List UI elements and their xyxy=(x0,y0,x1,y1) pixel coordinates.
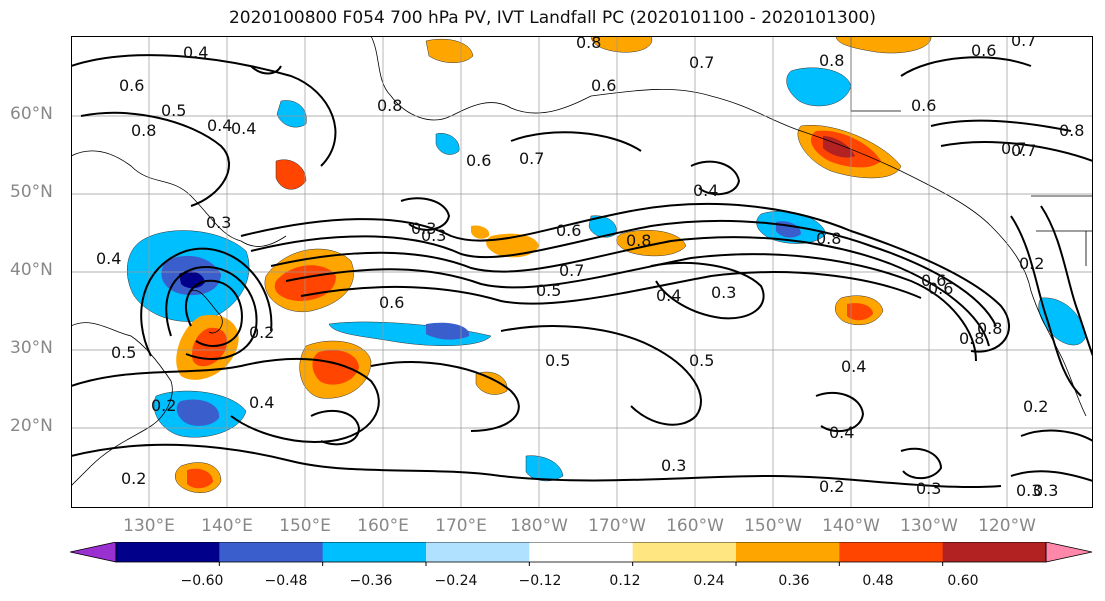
contour-label: 0.2 xyxy=(1019,254,1044,273)
contour-label: 0.5 xyxy=(111,343,136,362)
colorbar xyxy=(70,542,1093,566)
colorbar-segment xyxy=(426,542,530,562)
colorbar-extend-high xyxy=(1045,542,1093,563)
colorbar-segment xyxy=(219,542,324,562)
lon-label: 130°W xyxy=(900,516,958,536)
contour-label-layer: 0.4 0.6 0.8 0.7 0.6 0.8 0.7 0.6 0.7 0.8 … xyxy=(96,36,1084,500)
contour-label: 0.8 xyxy=(819,51,844,70)
colorbar-segment xyxy=(736,542,840,562)
contour-label: 0.4 xyxy=(249,393,274,412)
colorbar-tick-label: 0.12 xyxy=(609,573,641,589)
contour-label: 0.4 xyxy=(207,116,232,135)
colorbar-frame xyxy=(115,542,1047,563)
contour-label: 0.8 xyxy=(626,231,651,250)
colorbar-tick-label: 0.48 xyxy=(862,573,894,589)
colorbar-extend-low xyxy=(70,542,117,563)
contour-label: 0.4 xyxy=(693,181,718,200)
contour-label: 0.6 xyxy=(921,271,946,290)
contour-label: 0.6 xyxy=(556,221,581,240)
colorbar-segment xyxy=(839,542,944,562)
lon-label: 140°W xyxy=(822,516,880,536)
contour-label: 0.4 xyxy=(656,286,681,305)
lon-label: 150°E xyxy=(279,516,331,536)
contour-label: 0.6 xyxy=(119,76,144,95)
colorbar-segment xyxy=(116,542,220,562)
colorbar-tick-label: −0.48 xyxy=(264,573,308,589)
contour-label: 0.8 xyxy=(576,36,601,52)
contour-label: 0.2 xyxy=(819,477,844,496)
lon-label: 170°E xyxy=(435,516,487,536)
colorbar-tick-label: −0.36 xyxy=(349,573,393,589)
map-title: 2020100800 F054 700 hPa PV, IVT Landfall… xyxy=(228,8,876,28)
contour-label: 0.3 xyxy=(1033,481,1058,500)
contour-label: 0.4 xyxy=(829,423,854,442)
lon-label: 150°W xyxy=(744,516,802,536)
lon-label: 180°W xyxy=(510,516,568,536)
lat-label: 40°N xyxy=(10,260,53,280)
contour-label: 0.3 xyxy=(711,283,736,302)
contour-label: 0.3 xyxy=(661,456,686,475)
contour-label: 0.3 xyxy=(1016,481,1041,500)
lon-label: 170°W xyxy=(588,516,646,536)
contour-label: 0.2 xyxy=(121,469,146,488)
contour-label: 0.7 xyxy=(559,261,584,280)
lat-label: 50°N xyxy=(10,182,53,202)
contour-label: 0.8 xyxy=(816,229,841,248)
lon-label: 160°W xyxy=(666,516,724,536)
contour-label: 0.8 xyxy=(959,329,984,348)
contour-label: 0.5 xyxy=(545,351,570,370)
contour-label: 0.6 xyxy=(379,293,404,312)
contour-label: 0.8 xyxy=(1059,121,1084,140)
lon-label: 130°E xyxy=(123,516,175,536)
colorbar-tick-label: 0.36 xyxy=(778,573,810,589)
contour-label: 0.7 xyxy=(689,53,714,72)
contour-label: 0.6 xyxy=(928,279,953,298)
contour-label: 0.6 xyxy=(466,151,491,170)
contour-label: 0.4 xyxy=(841,357,866,376)
contour-label: 0.3 xyxy=(206,213,231,232)
contour-label: 0.7 xyxy=(1011,36,1036,50)
contour-label: 0.3 xyxy=(916,479,941,498)
contour-label: 0.8 xyxy=(131,121,156,140)
lat-label: 30°N xyxy=(10,338,53,358)
contour-label: 0.2 xyxy=(1023,397,1048,416)
graticule xyxy=(71,36,1093,508)
contour-label: 0.6 xyxy=(971,41,996,60)
ivt-contours xyxy=(71,54,1093,489)
contour-label: 0.4 xyxy=(231,119,256,138)
contour-label: 0.7 xyxy=(519,149,544,168)
colorbar-segment xyxy=(632,542,737,562)
contour-label: 0.4 xyxy=(96,249,121,268)
lon-label: 140°E xyxy=(201,516,253,536)
colorbar-tick-label: −0.12 xyxy=(518,573,562,589)
contour-label: 0.3 xyxy=(411,219,436,238)
lat-label: 20°N xyxy=(10,416,53,436)
contour-label: 0.5 xyxy=(161,101,186,120)
contour-label: 0.7 xyxy=(1011,141,1036,160)
contour-label: 0.6 xyxy=(911,96,936,115)
contour-label: 0.6 xyxy=(591,76,616,95)
colorbar-tick-label: −0.24 xyxy=(434,573,478,589)
map-panel: 0.4 0.6 0.8 0.7 0.6 0.8 0.7 0.6 0.7 0.8 … xyxy=(71,36,1093,508)
colorbar-tick-label: 0.60 xyxy=(947,573,979,589)
lon-label: 160°E xyxy=(357,516,409,536)
colorbar-tick-label: 0.24 xyxy=(693,573,725,589)
contour-label: 0.3 xyxy=(421,226,446,245)
contour-label: 0.2 xyxy=(151,396,176,415)
contour-label: 0.8 xyxy=(977,319,1002,338)
contour-label: 0.4 xyxy=(183,43,208,62)
colorbar-segment xyxy=(942,542,1047,562)
lat-label: 60°N xyxy=(10,104,53,124)
contour-label: 0.2 xyxy=(249,323,274,342)
colorbar-segment xyxy=(529,542,634,562)
contour-label: 0.7 xyxy=(1001,139,1026,158)
colorbar-segment xyxy=(322,542,427,562)
contour-label: 0.8 xyxy=(377,96,402,115)
lon-label: 120°W xyxy=(978,516,1036,536)
contour-label: 0.5 xyxy=(689,351,714,370)
colorbar-tick-label: −0.60 xyxy=(180,573,224,589)
contour-label: 0.5 xyxy=(536,281,561,300)
